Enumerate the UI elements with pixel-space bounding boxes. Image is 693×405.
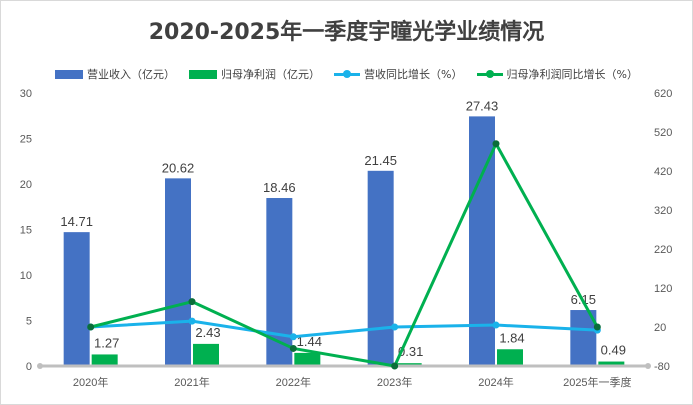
x-tick-label: 2024年 bbox=[478, 375, 513, 389]
point-revenue-growth bbox=[391, 323, 399, 331]
data-label-revenue: 21.45 bbox=[364, 153, 397, 168]
y-right-tick-label: 120 bbox=[654, 283, 672, 295]
data-label-profit: 1.84 bbox=[499, 330, 524, 345]
x-tick-label: 2022年 bbox=[276, 375, 311, 389]
legend-label-profit: 归母净利润（亿元） bbox=[221, 68, 321, 81]
y-left-tick-label: 5 bbox=[26, 316, 32, 328]
legend-label-revenue-growth: 营收同比增长（%） bbox=[364, 68, 463, 81]
point-profit-growth bbox=[289, 344, 297, 352]
x-tick-label: 2023年 bbox=[377, 375, 412, 389]
point-revenue-growth bbox=[289, 333, 297, 341]
point-profit-growth bbox=[188, 298, 196, 306]
legend-swatch-profit-growth bbox=[476, 69, 503, 79]
x-axis-end-right bbox=[645, 363, 651, 369]
legend-item-profit-growth: 归母净利润同比增长（%） bbox=[476, 66, 638, 82]
data-label-revenue: 27.43 bbox=[466, 98, 499, 113]
data-label-profit: 1.27 bbox=[94, 335, 119, 350]
y-right-tick-label: 520 bbox=[654, 127, 672, 139]
y-left-tick-label: 20 bbox=[20, 179, 32, 191]
y-right-tick-label: 420 bbox=[654, 166, 672, 178]
data-label-revenue: 14.71 bbox=[60, 214, 93, 229]
y-right-tick-label: -80 bbox=[654, 361, 670, 373]
x-tick-label: 2020年 bbox=[73, 375, 108, 389]
legend-item-revenue: 营业收入（亿元） bbox=[55, 66, 175, 82]
legend-label-revenue: 营业收入（亿元） bbox=[87, 68, 176, 81]
y-right-tick-label: 620 bbox=[654, 88, 672, 100]
data-label-revenue: 20.62 bbox=[162, 160, 195, 175]
bar-profit bbox=[193, 343, 219, 366]
data-label-revenue: 18.46 bbox=[263, 180, 296, 195]
bar-revenue bbox=[165, 178, 191, 366]
y-left-tick-label: 0 bbox=[26, 361, 32, 373]
bar-profit bbox=[497, 349, 523, 366]
y-left-tick-label: 15 bbox=[20, 225, 32, 237]
line-profit-growth bbox=[90, 142, 599, 368]
point-profit-growth bbox=[391, 362, 399, 370]
point-revenue-growth bbox=[188, 317, 196, 325]
legend-swatch-profit bbox=[189, 69, 218, 79]
x-axis-end-left bbox=[37, 363, 43, 369]
point-profit-growth bbox=[593, 323, 601, 331]
x-tick-label: 2025年一季度 bbox=[563, 375, 631, 389]
y-left-tick-label: 10 bbox=[20, 270, 32, 282]
bar-profit bbox=[598, 361, 625, 366]
bar-profit bbox=[91, 354, 118, 366]
bar-profit bbox=[294, 352, 321, 366]
point-revenue-growth bbox=[492, 321, 500, 329]
y-left-tick-label: 30 bbox=[20, 88, 32, 100]
legend-swatch-revenue-growth bbox=[334, 69, 361, 79]
data-label-profit: 2.43 bbox=[195, 325, 220, 340]
x-tick-label: 2021年 bbox=[174, 375, 209, 389]
y-left-tick-label: 25 bbox=[20, 134, 32, 146]
y-right-tick-label: 220 bbox=[654, 244, 672, 256]
bar-revenue bbox=[63, 232, 90, 366]
y-right-tick-label: 320 bbox=[654, 205, 672, 217]
chart-title: 2020-2025年一季度宇瞳光学业绩情况 bbox=[148, 20, 545, 45]
legend-item-profit: 归母净利润（亿元） bbox=[189, 66, 320, 82]
legend-label-profit-growth: 归母净利润同比增长（%） bbox=[506, 68, 638, 81]
line-revenue-growth bbox=[90, 319, 598, 339]
y-right-tick-label: 20 bbox=[654, 322, 666, 334]
data-label-profit: 1.44 bbox=[297, 334, 322, 349]
chart-legend: 营业收入（亿元） 归母净利润（亿元） 营收同比增长（%） 归母净利润同比增长（%… bbox=[0, 66, 693, 82]
bar-revenue bbox=[367, 170, 394, 366]
legend-swatch-revenue bbox=[55, 69, 84, 79]
point-profit-growth bbox=[492, 140, 500, 148]
legend-item-revenue-growth: 营收同比增长（%） bbox=[334, 66, 463, 82]
data-label-profit: 0.49 bbox=[601, 343, 626, 358]
point-profit-growth bbox=[87, 323, 95, 331]
